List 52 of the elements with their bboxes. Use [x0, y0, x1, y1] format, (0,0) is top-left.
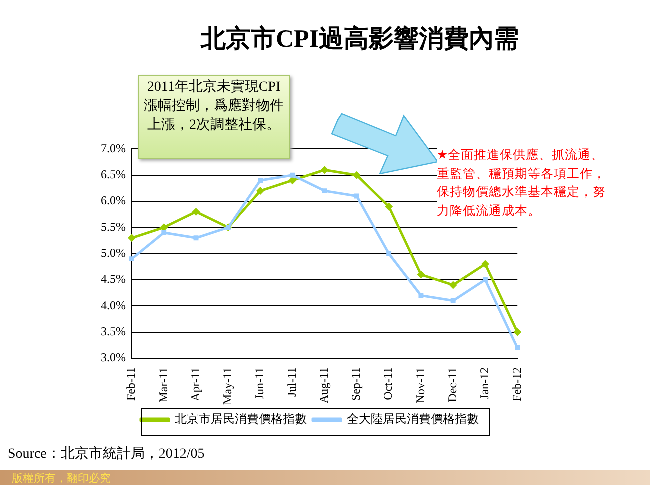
x-tick-label: Jul-11 — [284, 367, 299, 398]
text: 2011年北京未實現CPI漲幅控制，爲應對物件上漲，2次調整社保。 — [138, 75, 290, 159]
x-tick-label: Feb-11 — [124, 367, 138, 402]
text: 版權所有，翻印必究 — [12, 471, 111, 485]
point — [290, 172, 296, 178]
y-tick-label: 7.0% — [100, 141, 126, 156]
y-tick-label: 4.0% — [100, 298, 126, 312]
x-tick-label: Apr-11 — [188, 367, 202, 402]
point — [482, 278, 488, 282]
point — [128, 234, 136, 242]
x-tick-label: May-11 — [220, 367, 235, 405]
point — [515, 346, 520, 350]
point — [449, 281, 458, 290]
x-tick-label: Jun-11 — [252, 367, 267, 400]
y-tick-label: 6.0% — [100, 194, 126, 208]
y-tick-label: 6.5% — [100, 168, 126, 182]
x-tick-label: Jan-12 — [478, 367, 492, 400]
x-tick-label: Feb-12 — [510, 367, 524, 402]
point — [192, 208, 200, 216]
point — [514, 328, 522, 336]
y-tick-label: 3.5% — [100, 324, 126, 338]
chart-title: 北京市CPI過高影響消費內需 — [200, 24, 520, 55]
x-tick-label: Sep-11 — [349, 367, 364, 402]
legend-label: 全大陸居民消費價格指數 — [347, 412, 479, 426]
point — [256, 187, 265, 196]
point — [386, 251, 392, 256]
x-tick-label: Dec-11 — [445, 367, 460, 402]
annotation: ★全面推進保供應、抓流通、重監管、穩預期等各項工作，保持物價總水準基本穩定，努力降低流通成本。 — [437, 146, 607, 220]
source-note: Source：北京市統計局，2012/05 — [8, 445, 205, 463]
point — [258, 178, 264, 184]
x-tick-label: Mar-11 — [156, 367, 170, 403]
point — [481, 260, 490, 268]
x-tick-label: Oct-11 — [381, 367, 396, 400]
y-tick-label: 5.0% — [100, 246, 126, 260]
point — [418, 293, 424, 298]
point — [322, 188, 328, 194]
point — [352, 171, 361, 180]
point — [417, 270, 426, 279]
point — [130, 256, 134, 262]
point — [194, 236, 199, 241]
point — [288, 176, 297, 185]
y-tick-label: 4.5% — [100, 272, 126, 286]
y-tick-label: 5.5% — [100, 220, 126, 234]
point — [320, 166, 329, 174]
point — [354, 194, 360, 199]
point — [450, 298, 456, 304]
point — [162, 230, 167, 236]
point — [385, 202, 394, 211]
x-tick-label: Nov-11 — [413, 367, 428, 404]
x-tick-label: Aug-11 — [316, 367, 331, 404]
y-tick-label: 3.0% — [100, 350, 126, 365]
legend-label: 北京市居民消費價格指數 — [175, 412, 307, 426]
